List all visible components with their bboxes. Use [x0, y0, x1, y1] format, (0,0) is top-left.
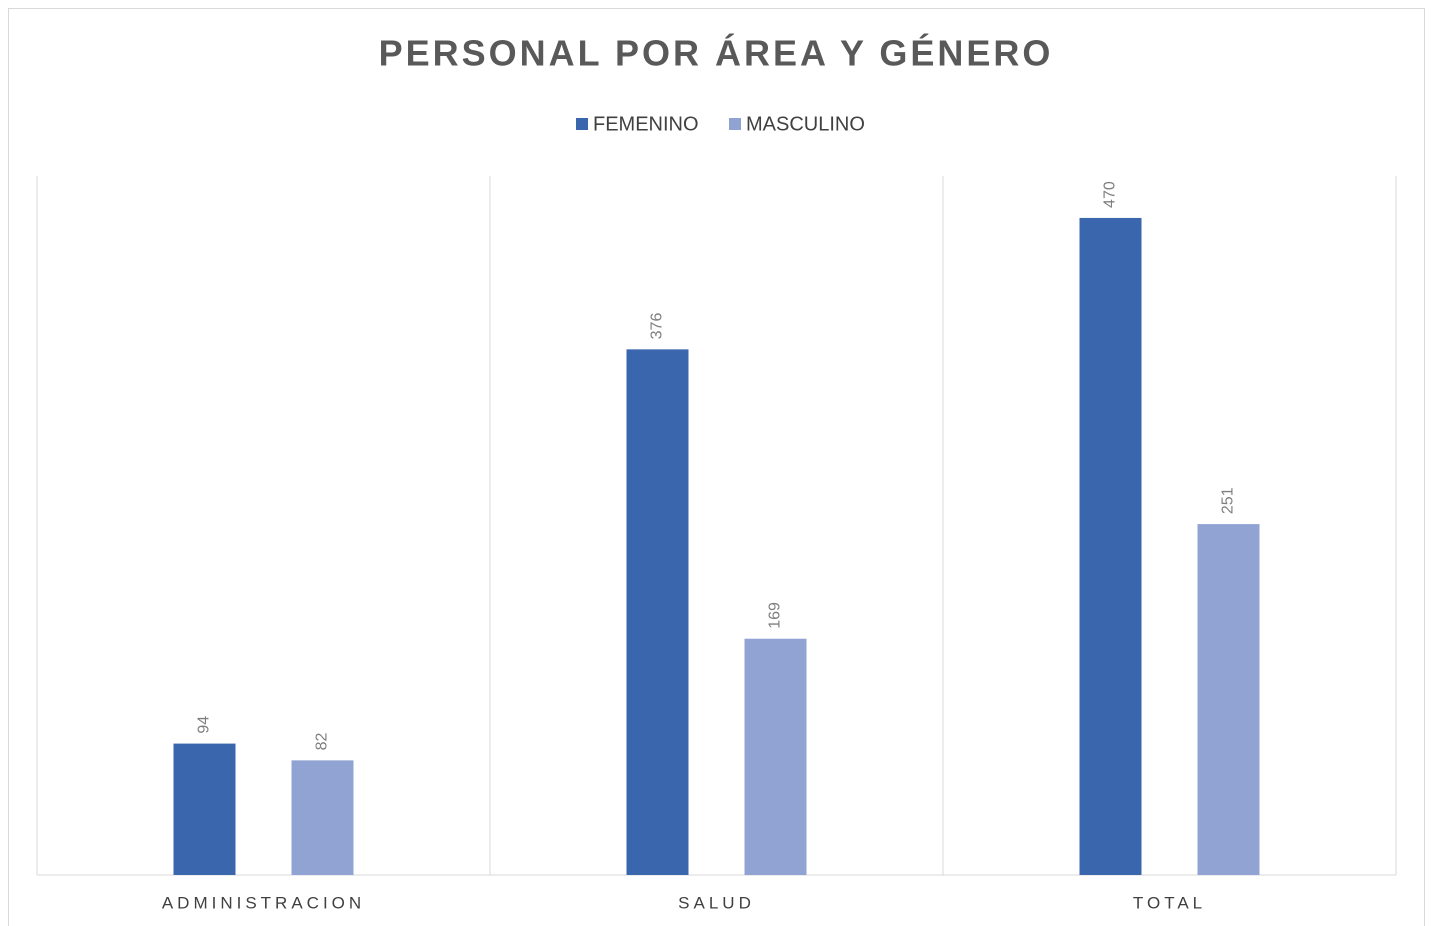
bar	[626, 349, 689, 875]
data-label: 82	[314, 732, 331, 750]
x-tick-label: ADMINISTRACION	[162, 893, 365, 912]
bar	[1079, 217, 1142, 875]
bar	[744, 638, 807, 875]
chart-border	[8, 8, 1425, 926]
bar	[1197, 524, 1260, 875]
legend-label: FEMENINO	[593, 113, 699, 135]
x-tick-label: TOTAL	[1133, 893, 1206, 912]
data-label: 251	[1220, 487, 1237, 514]
bar	[291, 760, 354, 875]
data-label: 470	[1102, 181, 1119, 208]
x-tick-label: SALUD	[678, 893, 755, 912]
legend-label: MASCULINO	[746, 113, 865, 135]
legend-swatch	[729, 118, 741, 130]
data-label: 376	[649, 313, 666, 340]
data-label: 94	[196, 716, 213, 734]
legend-swatch	[576, 118, 588, 130]
data-label: 169	[767, 602, 784, 629]
bar	[173, 743, 236, 875]
chart-title: PERSONAL POR ÁREA Y GÉNERO	[379, 33, 1054, 74]
